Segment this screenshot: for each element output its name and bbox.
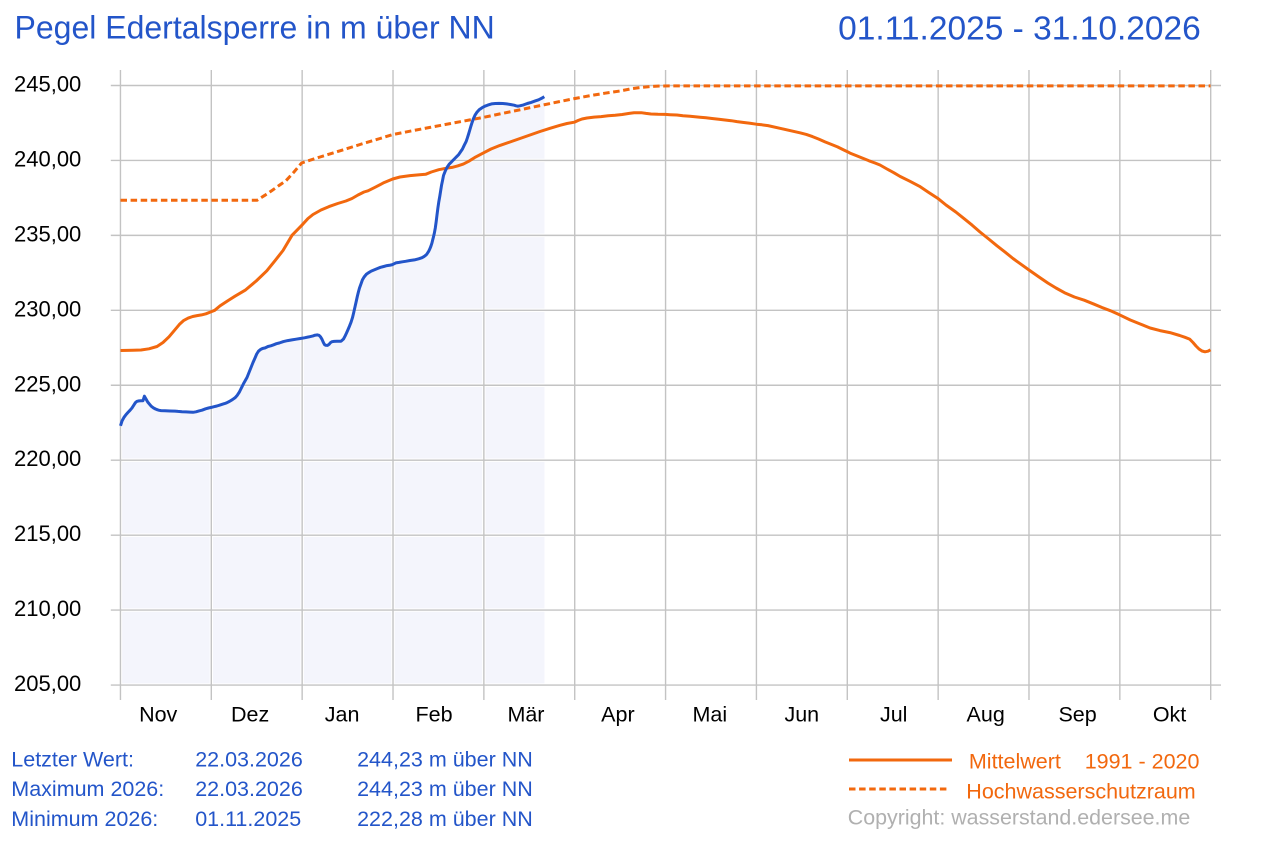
svg-text:Sep: Sep xyxy=(1058,702,1096,726)
svg-text:1991 - 2020: 1991 - 2020 xyxy=(1085,750,1200,774)
svg-text:244,23 m über NN: 244,23 m über NN xyxy=(357,747,533,771)
svg-text:Nov: Nov xyxy=(139,702,177,726)
svg-text:Mär: Mär xyxy=(507,702,544,726)
svg-text:Okt: Okt xyxy=(1153,702,1186,726)
svg-text:220,00: 220,00 xyxy=(14,446,81,471)
svg-text:Mai: Mai xyxy=(693,702,728,726)
svg-text:240,00: 240,00 xyxy=(14,146,81,171)
svg-text:210,00: 210,00 xyxy=(14,596,81,621)
svg-text:Hochwasserschutzraum: Hochwasserschutzraum xyxy=(966,780,1195,804)
svg-text:Copyright: wasserstand.edersee: Copyright: wasserstand.edersee.me xyxy=(848,806,1190,830)
svg-text:Minimum 2026:: Minimum 2026: xyxy=(11,807,158,831)
svg-text:01.11.2025 - 31.10.2026: 01.11.2025 - 31.10.2026 xyxy=(838,11,1201,48)
svg-text:Letzter Wert:: Letzter Wert: xyxy=(11,747,134,771)
svg-text:22.03.2026: 22.03.2026 xyxy=(195,747,303,771)
svg-text:Pegel Edertalsperre in m über: Pegel Edertalsperre in m über NN xyxy=(15,10,495,46)
svg-text:Apr: Apr xyxy=(601,702,634,726)
svg-text:Dez: Dez xyxy=(231,702,269,726)
svg-text:Maximum 2026:: Maximum 2026: xyxy=(11,777,164,801)
svg-text:Mittelwert: Mittelwert xyxy=(969,750,1061,774)
svg-text:Jul: Jul xyxy=(880,702,907,726)
svg-text:235,00: 235,00 xyxy=(14,221,81,246)
svg-text:230,00: 230,00 xyxy=(14,296,81,321)
svg-text:Jan: Jan xyxy=(325,702,360,726)
svg-text:01.11.2025: 01.11.2025 xyxy=(195,807,301,831)
svg-text:205,00: 205,00 xyxy=(14,671,81,696)
svg-text:245,00: 245,00 xyxy=(14,72,81,97)
svg-text:Jun: Jun xyxy=(784,702,819,726)
svg-text:215,00: 215,00 xyxy=(14,521,81,546)
svg-text:244,23 m über NN: 244,23 m über NN xyxy=(357,777,533,801)
svg-text:Aug: Aug xyxy=(967,702,1005,726)
svg-text:22.03.2026: 22.03.2026 xyxy=(195,777,303,801)
svg-text:Feb: Feb xyxy=(415,702,452,726)
svg-text:225,00: 225,00 xyxy=(14,371,81,396)
svg-text:222,28 m über NN: 222,28 m über NN xyxy=(357,807,533,831)
